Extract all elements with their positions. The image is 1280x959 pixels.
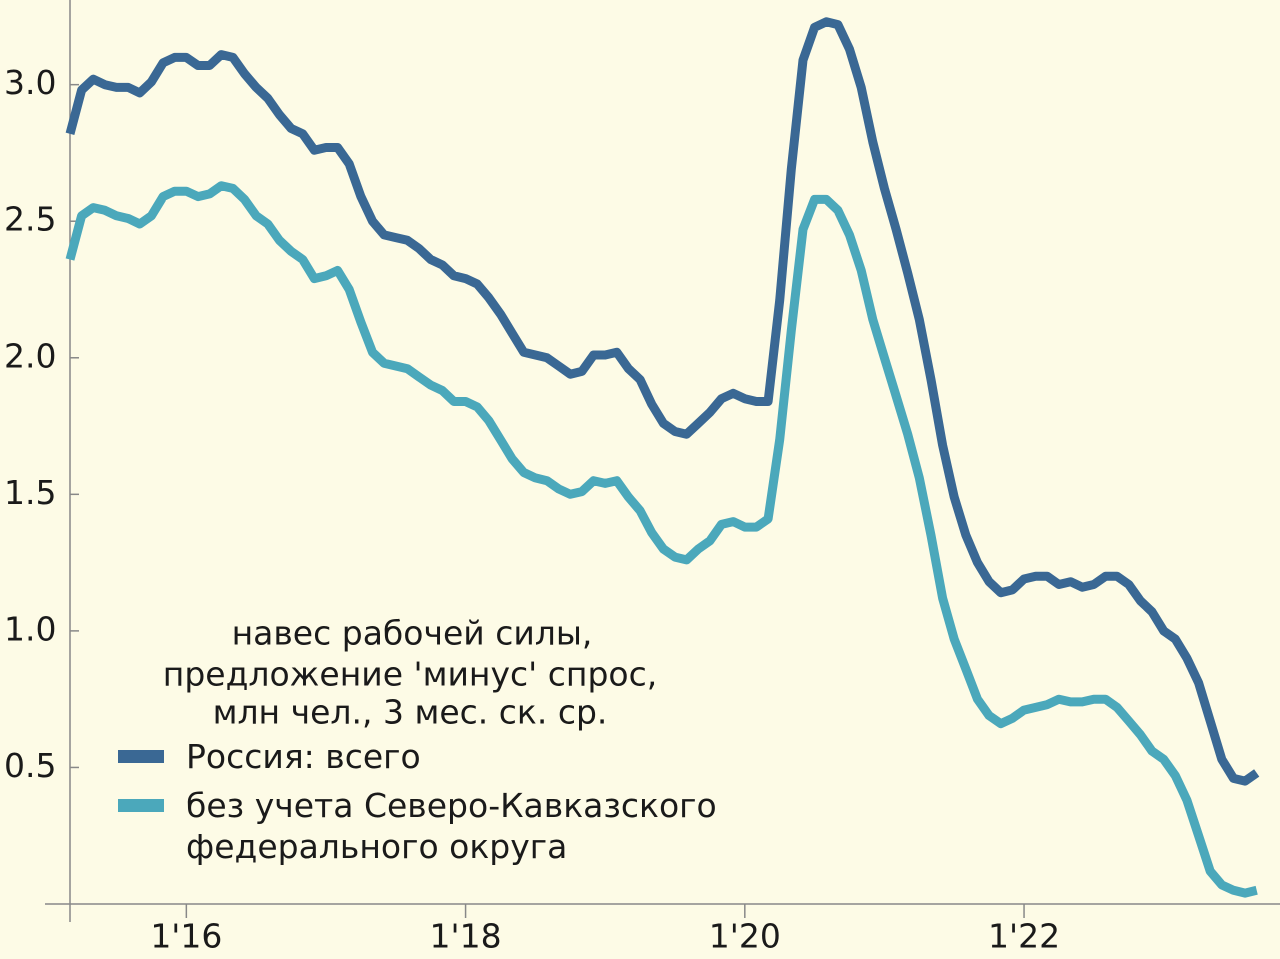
y-tick-label: 0.5 — [4, 746, 56, 785]
legend-label: без учета Северо-Кавказского федеральног… — [186, 786, 717, 866]
legend-swatch — [118, 799, 164, 812]
series-line — [65, 17, 1260, 786]
legend-entry: без учета Северо-Кавказского федеральног… — [118, 785, 878, 867]
y-tick-label: 1.5 — [4, 473, 56, 512]
y-tick-label: 2.5 — [4, 200, 56, 239]
chart-title: предложение 'минус' спрос, — [163, 655, 657, 694]
x-tick-label: 1'16 — [150, 917, 222, 956]
chart-title: млн чел., 3 мес. ск. ср. — [213, 693, 608, 732]
legend-label: Россия: всего — [186, 737, 421, 776]
x-tick-label: 1'20 — [709, 917, 781, 956]
y-tick-label: 2.0 — [4, 336, 56, 375]
x-tick-label: 1'22 — [988, 917, 1060, 956]
chart-title: навес рабочей силы, — [232, 614, 593, 653]
legend: Россия: всего без учета Северо-Кавказског… — [118, 736, 878, 875]
legend-swatch — [118, 750, 164, 763]
legend-entry: Россия: всего — [118, 736, 878, 777]
y-tick-label: 3.0 — [4, 63, 56, 102]
y-tick-label: 1.0 — [4, 609, 56, 648]
x-tick-label: 1'18 — [430, 917, 502, 956]
series-line — [65, 181, 1258, 898]
